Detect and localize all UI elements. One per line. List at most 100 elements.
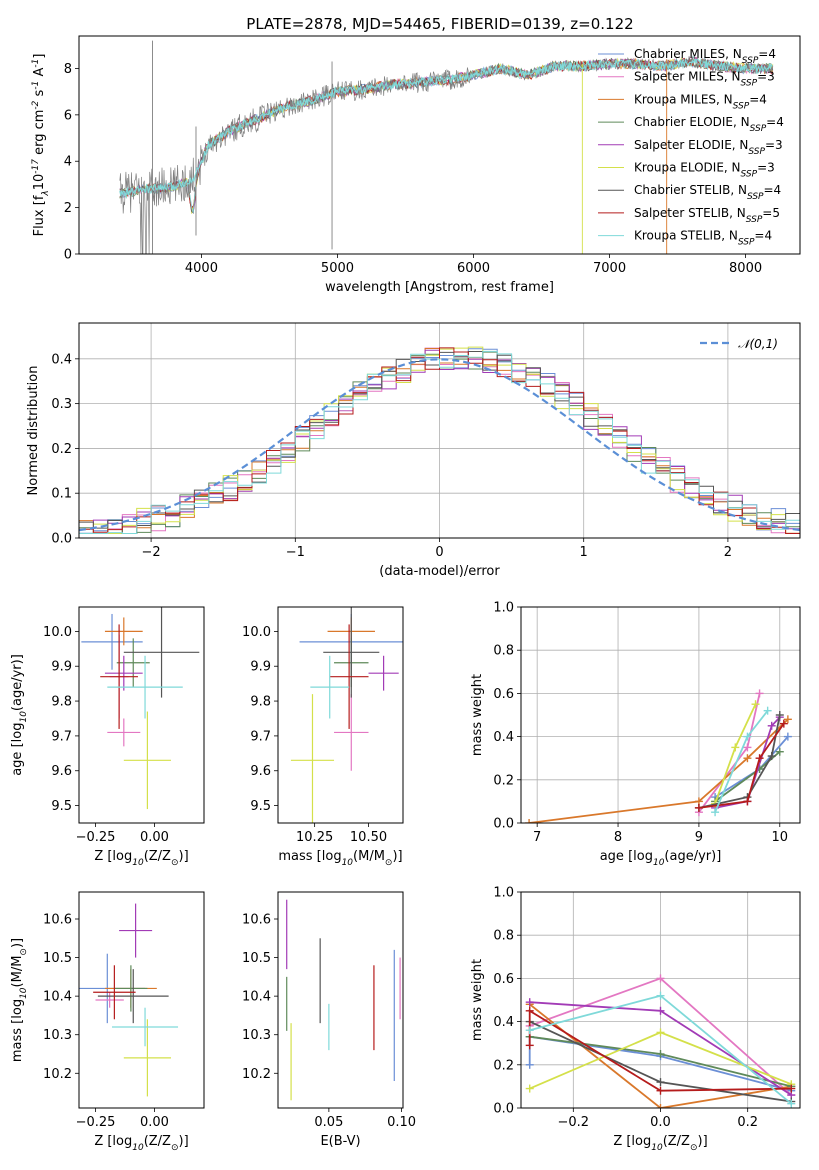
x-tick-label: 0.0 <box>650 1115 671 1130</box>
label-text-span: A <box>32 68 47 81</box>
axes-frame <box>78 606 205 824</box>
y-tick-label: 9.8 <box>250 695 271 710</box>
weight-line <box>528 1035 792 1092</box>
label-text-span: SSP <box>733 101 750 111</box>
chart-residuals: −2 −1 0 1 2 0.0 0.1 0.2 0.3 0.4 (data-model)/error… <box>26 322 801 579</box>
y-tick-label: 0.0 <box>493 1102 514 1117</box>
label-text-span: -2 <box>31 100 41 109</box>
y-tick-label: 10.4 <box>242 990 271 1005</box>
x-tick-label: 8000 <box>729 261 762 276</box>
label-text-span: E(B-V) <box>320 1134 360 1149</box>
y-tick-label: 0.0 <box>51 532 72 547</box>
label-text-span: =4 <box>766 115 784 129</box>
y-tick-label: 0.4 <box>493 1015 514 1030</box>
y-tick-label: 0.4 <box>51 352 72 367</box>
y-axis-label: mass weight <box>470 674 485 756</box>
label-text-span: 10 <box>132 858 144 868</box>
normal-curve <box>79 358 800 532</box>
chart-age_vs_mass: 10.25 10.50 9.5 9.6 9.7 9.8 9.9 10.0 mass [log10… <box>242 606 404 868</box>
weight-line <box>529 1003 792 1108</box>
label-text-span: )] <box>10 938 25 948</box>
x-tick-label: 10 <box>772 830 789 845</box>
label-text-span: =4 <box>749 92 767 106</box>
label-text-span: -1 <box>31 81 41 90</box>
label-text-span: Chabrier STELIB, N <box>634 183 747 197</box>
label-text-span: (Z/Z <box>144 849 171 864</box>
x-tick-label: 10.50 <box>350 830 387 845</box>
data-spectrum-line <box>119 56 774 254</box>
legend-label: Chabrier STELIB, NSSP=4 <box>634 183 781 202</box>
legend-label: Kroupa STELIB, NSSP=4 <box>634 229 772 248</box>
x-tick-label: 0.10 <box>387 1115 416 1130</box>
histogram-kroupa-stelib <box>79 350 800 534</box>
chart-mass_vs_EBV: 0.05 0.10 10.2 10.3 10.4 10.5 10.6 E(B-V) <box>242 891 416 1149</box>
y-tick-label: 9.8 <box>51 695 72 710</box>
label-text-span: Z [log <box>613 1134 651 1149</box>
label-text-span: 10 <box>132 1143 144 1153</box>
y-tick-label: 0.8 <box>493 644 514 659</box>
axes-frame <box>78 322 801 539</box>
label-text-span: SSP <box>741 170 758 180</box>
label-text-span: 10 <box>19 711 29 723</box>
histogram-kroupa-miles <box>79 348 800 534</box>
label-text-span: 10 <box>32 174 47 191</box>
plot-area <box>521 607 800 823</box>
y-tick-label: 0.4 <box>493 730 514 745</box>
label-text-span: s <box>32 89 47 100</box>
y-tick-label: 10.6 <box>242 913 271 928</box>
y-tick-label: 1.0 <box>493 886 514 901</box>
label-text-span: )] <box>392 849 402 864</box>
y-tick-label: 10.0 <box>43 625 72 640</box>
y-tick-label: 6 <box>64 108 72 123</box>
weight-line <box>714 716 781 809</box>
y-tick-label: 9.5 <box>51 799 72 814</box>
y-tick-label: 0.0 <box>493 817 514 832</box>
x-axis-label: (data-model)/error <box>379 564 500 579</box>
x-tick-label: −0.25 <box>76 830 116 845</box>
label-text-span: )] <box>179 849 189 864</box>
y-tick-label: 10.2 <box>242 1067 271 1082</box>
y-tick-label: 0.6 <box>493 972 514 987</box>
y-tick-label: 10.5 <box>242 951 271 966</box>
label-text-span: (Z/Z <box>144 1134 171 1149</box>
label-text-span: ⊙ <box>171 1143 179 1153</box>
label-text-span: =4 <box>758 47 776 61</box>
y-axis-label: mass [log10(M/M⊙)] <box>10 938 29 1062</box>
label-text-span: age [log <box>10 723 25 776</box>
label-text-span: ⊙ <box>171 858 179 868</box>
y-tick-label: 0.2 <box>51 442 72 457</box>
y-tick-label: 10.5 <box>43 951 72 966</box>
plot-area <box>521 892 800 1108</box>
x-tick-label: 8 <box>614 830 622 845</box>
x-tick-label: −0.25 <box>76 1115 116 1130</box>
label-text-span: SSP <box>748 147 765 157</box>
y-tick-label: 0.1 <box>51 487 72 502</box>
legend-label: Salpeter ELODIE, NSSP=3 <box>634 138 783 157</box>
label-text-span: Chabrier MILES, N <box>634 47 742 61</box>
y-tick-label: 2 <box>64 201 72 216</box>
label-text-span: mass weight <box>470 959 485 1041</box>
label-text-span: 10 <box>653 858 665 868</box>
chart-weight_vs_Z: −0.2 0.0 0.2 0.0 0.2 0.4 0.6 0.8 1.0 Z [log10(Z/Z… <box>470 886 801 1153</box>
y-tick-label: 9.6 <box>51 764 72 779</box>
label-text-span: -17 <box>31 159 41 174</box>
x-tick-label: 0.05 <box>314 1115 343 1130</box>
y-tick-label: 9.9 <box>250 660 271 675</box>
chart-spectrum: 4000 5000 6000 7000 8000 0 2 4 6 8 wavelength [Ang… <box>31 35 801 295</box>
legend-label: Chabrier MILES, NSSP=4 <box>634 47 776 66</box>
label-text-span: Kroupa ELODIE, N <box>634 161 741 175</box>
axes-frame <box>78 891 205 1109</box>
label-text-span: (age/yr)] <box>10 654 25 711</box>
label-text-span: Salpeter STELIB, N <box>634 206 746 220</box>
label-text-span: =4 <box>754 229 772 243</box>
x-tick-label: 2 <box>724 545 732 560</box>
legend-label: Salpeter MILES, NSSP=3 <box>634 70 775 89</box>
chart-age_vs_Z: −0.25 0.009.59.69.79.89.910.0Z [log10(Z/Z… <box>10 606 205 868</box>
label-text-span: SSP <box>747 192 764 202</box>
label-text-span: wavelength [Angstrom, rest frame] <box>325 280 554 295</box>
label-text-span: (M/M <box>353 849 385 864</box>
label-text-span: Z [log <box>94 1134 132 1149</box>
x-axis-label: wavelength [Angstrom, rest frame] <box>325 280 554 295</box>
